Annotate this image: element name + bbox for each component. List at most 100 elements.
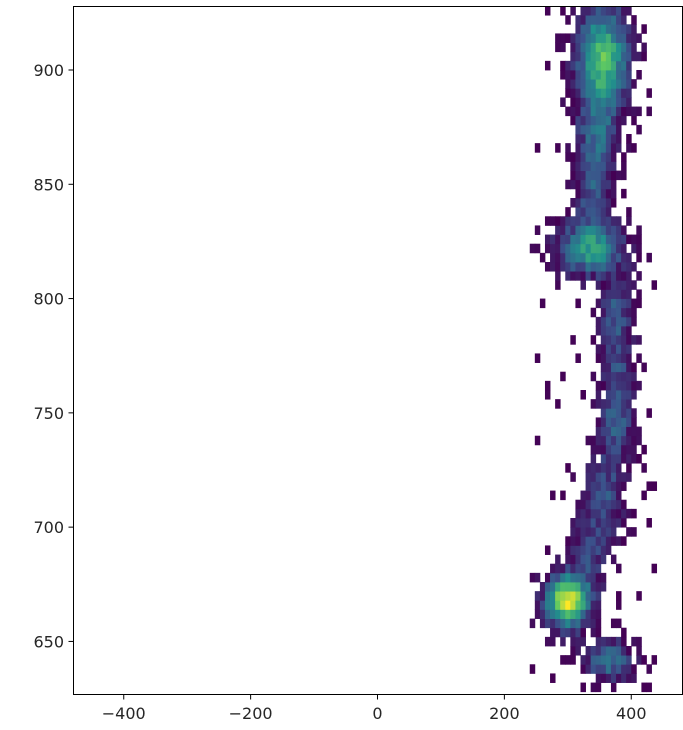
heatmap-bin <box>610 216 617 226</box>
heatmap-bin <box>534 591 541 601</box>
heatmap-bin <box>570 536 576 546</box>
heatmap-bin <box>580 179 586 190</box>
heatmap-bin <box>585 609 592 619</box>
heatmap-bin <box>560 655 566 665</box>
heatmap-bin <box>575 353 581 363</box>
heatmap-bin <box>595 326 602 336</box>
heatmap-bin <box>616 170 622 181</box>
heatmap-bin <box>570 252 576 263</box>
heatmap-bin <box>595 152 602 162</box>
heatmap-bin <box>631 106 637 117</box>
heatmap-bin <box>585 518 592 528</box>
heatmap-bin <box>616 24 622 34</box>
heatmap-bin <box>610 408 617 418</box>
heatmap-bin <box>626 70 632 80</box>
heatmap-bin <box>570 655 576 665</box>
heatmap-bin <box>600 24 607 34</box>
heatmap-bin <box>610 188 617 199</box>
heatmap-bin <box>610 344 617 354</box>
heatmap-bin <box>626 444 632 455</box>
heatmap-bin <box>610 335 617 345</box>
heatmap-bin <box>590 435 597 446</box>
heatmap-bin <box>610 262 617 272</box>
heatmap-bin <box>585 15 592 25</box>
heatmap-bin <box>605 362 612 373</box>
heatmap-bin <box>610 454 617 464</box>
heatmap-bin <box>616 289 622 299</box>
heatmap-bin <box>600 408 607 418</box>
heatmap-bin <box>641 24 647 34</box>
heatmap-bin <box>550 591 556 601</box>
heatmap-bin <box>610 79 617 89</box>
heatmap-bin <box>600 527 607 537</box>
heatmap-bin <box>641 490 647 501</box>
heatmap-bin <box>616 399 622 409</box>
heatmap-bin <box>595 563 602 574</box>
heatmap-bin <box>580 161 586 171</box>
heatmap-bin <box>585 143 592 153</box>
heatmap-bin <box>621 481 627 491</box>
heatmap-bin <box>570 563 576 574</box>
heatmap-bin <box>631 280 637 290</box>
heatmap-bin <box>600 243 607 254</box>
heatmap-bin <box>585 70 592 80</box>
heatmap-bin <box>595 426 602 437</box>
heatmap-bin <box>575 262 581 272</box>
heatmap-bin <box>610 490 617 501</box>
heatmap-bin <box>616 280 622 290</box>
heatmap-bin <box>600 51 607 62</box>
heatmap-bin <box>610 280 617 290</box>
heatmap-bin <box>610 6 617 16</box>
heatmap-bin <box>590 563 597 574</box>
heatmap-bin <box>610 636 617 647</box>
heatmap-bin <box>616 271 622 281</box>
heatmap-bin <box>595 435 602 446</box>
heatmap-bin <box>600 143 607 153</box>
heatmap-bin <box>600 655 607 665</box>
heatmap-bin <box>605 408 612 418</box>
heatmap-bin <box>580 24 586 34</box>
heatmap-bin <box>590 207 597 217</box>
heatmap-bin <box>529 664 536 674</box>
heatmap-bin <box>539 582 546 592</box>
heatmap-bin <box>570 572 576 583</box>
heatmap-bin <box>610 152 617 162</box>
heatmap-bin <box>565 536 571 546</box>
heatmap-bin <box>621 152 627 162</box>
heatmap-bin <box>590 444 597 455</box>
heatmap-bin <box>610 115 617 126</box>
heatmap-bin <box>585 591 592 601</box>
heatmap-bin <box>555 143 561 153</box>
heatmap-bin <box>600 170 607 181</box>
heatmap-bin <box>580 97 586 107</box>
heatmap-bin <box>575 572 581 583</box>
x-tick-label: −400 <box>102 704 146 723</box>
heatmap-bin <box>605 198 612 208</box>
heatmap-bin <box>570 225 576 235</box>
heatmap-bin <box>636 646 642 656</box>
heatmap-bin <box>641 51 647 62</box>
heatmap-bin <box>560 6 566 16</box>
heatmap-bin <box>555 33 561 43</box>
heatmap-bin <box>626 362 632 373</box>
heatmap-bin <box>605 463 612 473</box>
heatmap-bin <box>616 380 622 391</box>
heatmap-bin <box>605 499 612 510</box>
heatmap-bin <box>600 42 607 53</box>
heatmap-bin <box>605 152 612 162</box>
heatmap-bin <box>565 216 571 226</box>
heatmap-bin <box>631 362 637 373</box>
heatmap-bin <box>636 106 642 117</box>
heatmap-bin <box>565 572 571 583</box>
heatmap-bin <box>605 636 612 647</box>
heatmap-bin <box>585 225 592 235</box>
heatmap-bin <box>641 42 647 53</box>
heatmap-bin <box>590 225 597 235</box>
heatmap-bin <box>570 51 576 62</box>
heatmap-bin <box>590 6 597 16</box>
heatmap-bin <box>595 417 602 427</box>
heatmap-bin <box>565 179 571 190</box>
heatmap-bin <box>610 326 617 336</box>
heatmap-bin <box>575 646 581 656</box>
heatmap-bin <box>616 655 622 665</box>
